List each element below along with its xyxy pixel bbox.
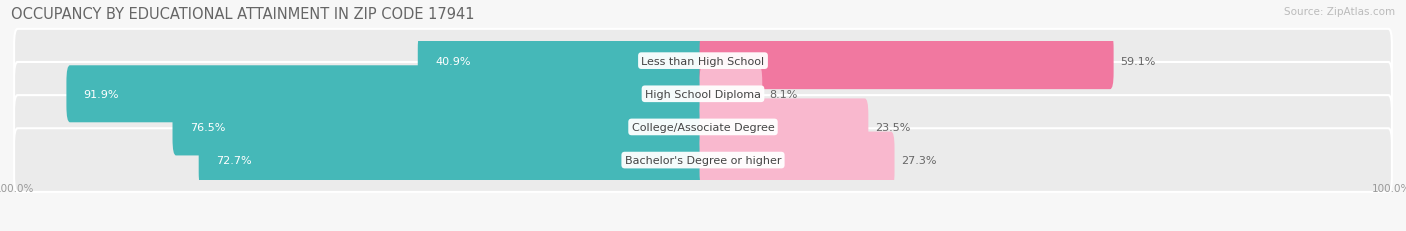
- Text: 8.1%: 8.1%: [769, 89, 797, 99]
- Text: College/Associate Degree: College/Associate Degree: [631, 122, 775, 132]
- Text: High School Diploma: High School Diploma: [645, 89, 761, 99]
- FancyBboxPatch shape: [700, 99, 869, 156]
- FancyBboxPatch shape: [14, 30, 1392, 93]
- FancyBboxPatch shape: [14, 63, 1392, 126]
- Text: Less than High School: Less than High School: [641, 56, 765, 66]
- FancyBboxPatch shape: [700, 66, 762, 123]
- FancyBboxPatch shape: [418, 33, 706, 90]
- FancyBboxPatch shape: [66, 66, 706, 123]
- FancyBboxPatch shape: [700, 33, 1114, 90]
- FancyBboxPatch shape: [14, 96, 1392, 159]
- FancyBboxPatch shape: [173, 99, 706, 156]
- Text: 23.5%: 23.5%: [875, 122, 911, 132]
- Text: 76.5%: 76.5%: [190, 122, 225, 132]
- Text: 40.9%: 40.9%: [434, 56, 471, 66]
- FancyBboxPatch shape: [198, 132, 706, 189]
- Text: OCCUPANCY BY EDUCATIONAL ATTAINMENT IN ZIP CODE 17941: OCCUPANCY BY EDUCATIONAL ATTAINMENT IN Z…: [11, 7, 475, 22]
- Text: Bachelor's Degree or higher: Bachelor's Degree or higher: [624, 155, 782, 165]
- Text: Source: ZipAtlas.com: Source: ZipAtlas.com: [1284, 7, 1395, 17]
- Text: 72.7%: 72.7%: [217, 155, 252, 165]
- Text: 59.1%: 59.1%: [1121, 56, 1156, 66]
- FancyBboxPatch shape: [14, 129, 1392, 192]
- Text: 91.9%: 91.9%: [83, 89, 120, 99]
- FancyBboxPatch shape: [700, 132, 894, 189]
- Text: 27.3%: 27.3%: [901, 155, 936, 165]
